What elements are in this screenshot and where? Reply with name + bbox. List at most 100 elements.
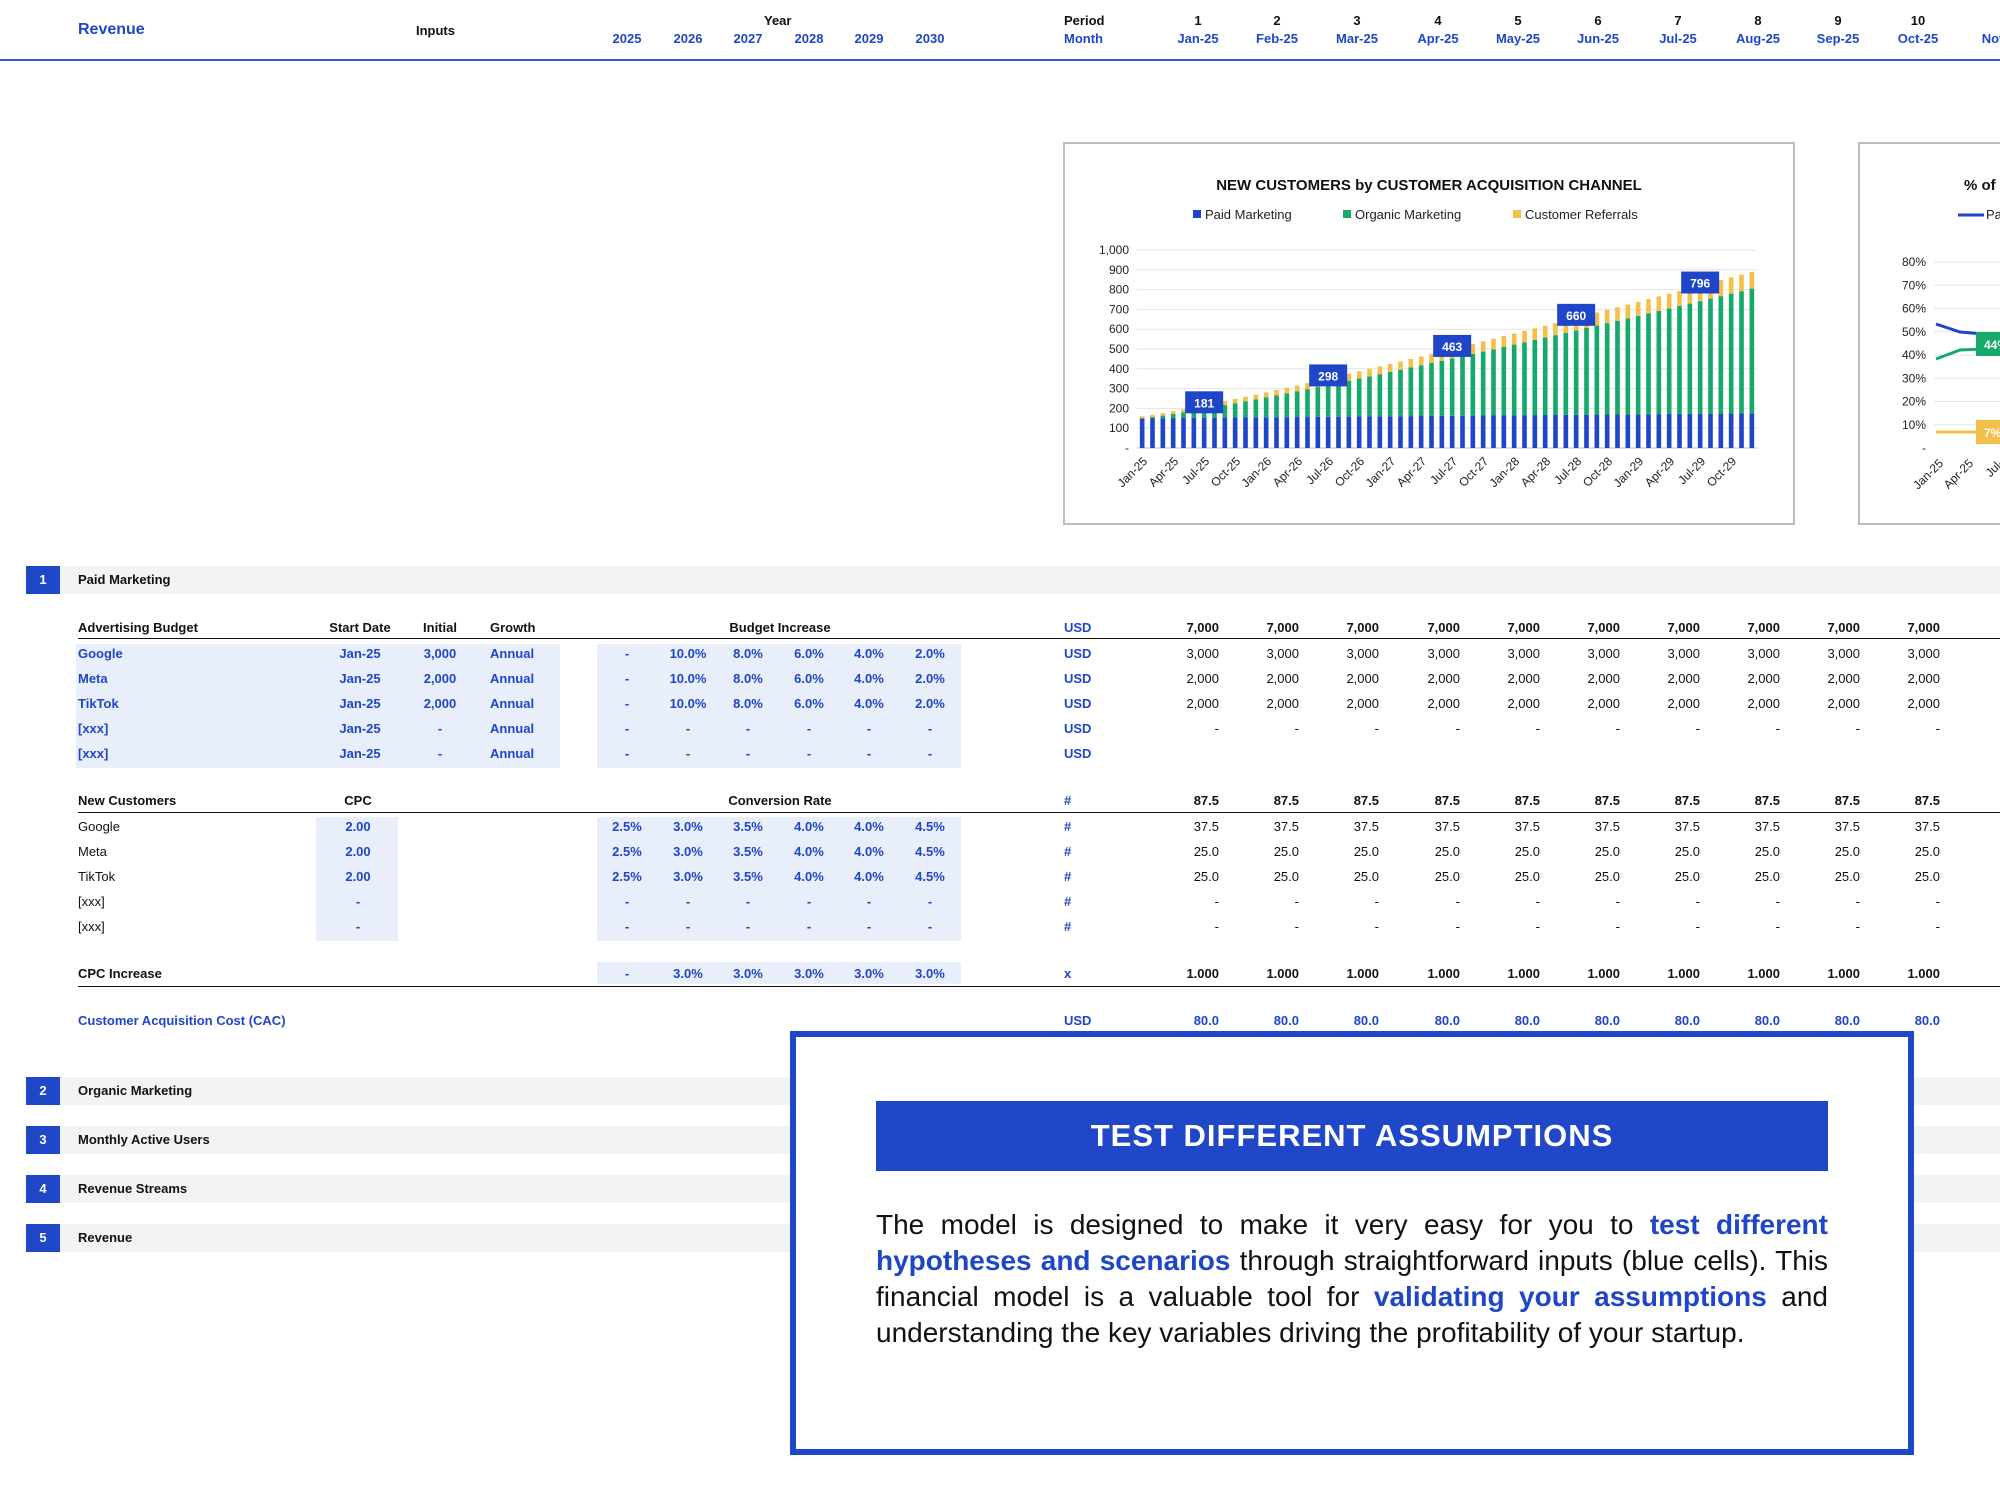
budget-increase-input[interactable]: - bbox=[806, 746, 812, 761]
budget-increase-input[interactable]: 4.0% bbox=[854, 696, 884, 711]
start-date-input[interactable]: Jan-25 bbox=[339, 721, 381, 736]
budget-increase-input[interactable]: 8.0% bbox=[733, 646, 763, 661]
conversion-rate-input[interactable]: 3.0% bbox=[673, 869, 703, 884]
conversion-rate-input[interactable]: 4.5% bbox=[915, 844, 945, 859]
conversion-rate-input[interactable]: 4.0% bbox=[794, 844, 824, 859]
conversion-rate-input[interactable]: 4.0% bbox=[794, 869, 824, 884]
cpc-input[interactable]: 2.00 bbox=[345, 869, 371, 884]
new-customers-chart[interactable]: NEW CUSTOMERS by CUSTOMER ACQUISITION CH… bbox=[1063, 142, 1795, 525]
start-date-input[interactable]: Jan-25 bbox=[339, 696, 381, 711]
conversion-rate-input[interactable]: 2.5% bbox=[612, 844, 642, 859]
growth-input[interactable]: Annual bbox=[490, 671, 535, 686]
conversion-rate-input[interactable]: 2.5% bbox=[612, 819, 642, 834]
conversion-rate-input[interactable]: 3.5% bbox=[733, 844, 763, 859]
start-date-input[interactable]: Jan-25 bbox=[339, 671, 381, 686]
conversion-rate-input[interactable]: 3.0% bbox=[673, 844, 703, 859]
budget-increase-input[interactable]: 4.0% bbox=[854, 646, 884, 661]
budget-increase-input[interactable]: 6.0% bbox=[794, 696, 824, 711]
cpc-increase-input[interactable]: 3.0% bbox=[915, 966, 945, 981]
conversion-rate-input[interactable]: 2.5% bbox=[612, 869, 642, 884]
cpc-input[interactable]: 2.00 bbox=[345, 819, 371, 834]
conversion-rate-input[interactable]: - bbox=[745, 894, 751, 909]
conversion-rate-input[interactable]: - bbox=[866, 919, 872, 934]
conversion-rate-input[interactable]: 4.5% bbox=[915, 819, 945, 834]
budget-increase-input[interactable]: 8.0% bbox=[733, 696, 763, 711]
budget-increase-input[interactable]: - bbox=[745, 721, 751, 736]
budget-increase-input[interactable]: - bbox=[806, 721, 812, 736]
cpc-input[interactable]: 2.00 bbox=[345, 844, 371, 859]
conversion-rate-input[interactable]: - bbox=[927, 919, 933, 934]
budget-increase-input[interactable]: - bbox=[866, 721, 872, 736]
conversion-rate-input[interactable]: - bbox=[624, 919, 630, 934]
budget-increase-input[interactable]: - bbox=[685, 746, 691, 761]
initial-budget-input[interactable]: - bbox=[437, 746, 443, 761]
conversion-rate-input[interactable]: - bbox=[806, 894, 812, 909]
conversion-rate-input[interactable]: 3.5% bbox=[733, 869, 763, 884]
initial-budget-input[interactable]: 3,000 bbox=[423, 646, 457, 661]
budget-increase-input[interactable]: 10.0% bbox=[669, 646, 707, 661]
cpc-input[interactable]: - bbox=[355, 919, 361, 934]
conversion-rate-input[interactable]: - bbox=[624, 894, 630, 909]
ad-channel-name[interactable]: [xxx] bbox=[78, 746, 109, 761]
start-date-input[interactable]: Jan-25 bbox=[339, 746, 381, 761]
cpc-increase-input[interactable]: 3.0% bbox=[794, 966, 824, 981]
conversion-rate-input[interactable]: - bbox=[927, 894, 933, 909]
conversion-rate-input[interactable]: 4.0% bbox=[854, 844, 884, 859]
budget-increase-input[interactable]: 6.0% bbox=[794, 646, 824, 661]
growth-input[interactable]: Annual bbox=[490, 646, 535, 661]
cpc-increase-input[interactable]: 3.0% bbox=[733, 966, 763, 981]
conversion-rate-input[interactable]: 4.0% bbox=[854, 819, 884, 834]
conversion-rate-input[interactable]: - bbox=[806, 919, 812, 934]
ad-channel-name[interactable]: Google bbox=[78, 646, 123, 661]
growth-input[interactable]: Annual bbox=[490, 721, 535, 736]
budget-increase-input[interactable]: 10.0% bbox=[669, 671, 707, 686]
section-number-1[interactable]: 1 bbox=[26, 566, 60, 594]
bar-paid-marketing bbox=[1522, 415, 1527, 448]
conversion-rate-input[interactable]: - bbox=[685, 919, 691, 934]
budget-increase-input[interactable]: - bbox=[624, 671, 630, 686]
section-number-3[interactable]: 3 bbox=[26, 1126, 60, 1154]
growth-input[interactable]: Annual bbox=[490, 746, 535, 761]
conversion-rate-input[interactable]: - bbox=[745, 919, 751, 934]
conversion-rate-input[interactable]: 3.0% bbox=[673, 819, 703, 834]
budget-increase-input[interactable]: - bbox=[685, 721, 691, 736]
section-number-4[interactable]: 4 bbox=[26, 1175, 60, 1203]
conversion-rate-input[interactable]: - bbox=[866, 894, 872, 909]
budget-increase-input[interactable]: 4.0% bbox=[854, 671, 884, 686]
budget-increase-input[interactable]: - bbox=[624, 646, 630, 661]
section-number-2[interactable]: 2 bbox=[26, 1077, 60, 1105]
budget-increase-input[interactable]: - bbox=[624, 721, 630, 736]
cpc-increase-input[interactable]: 3.0% bbox=[673, 966, 703, 981]
cpc-input[interactable]: - bbox=[355, 894, 361, 909]
conversion-rate-input[interactable]: 3.5% bbox=[733, 819, 763, 834]
budget-increase-input[interactable]: 2.0% bbox=[915, 646, 945, 661]
ad-channel-name[interactable]: [xxx] bbox=[78, 721, 109, 736]
initial-budget-input[interactable]: 2,000 bbox=[423, 671, 457, 686]
channel-share-chart[interactable]: % of Pa - 10% 20% 30% 40% 50% 60% 70% 80% 44% 7% Jan-… bbox=[1858, 142, 2000, 525]
conversion-rate-input[interactable]: 4.0% bbox=[794, 819, 824, 834]
conversion-rate-input[interactable]: 4.5% bbox=[915, 869, 945, 884]
growth-input[interactable]: Annual bbox=[490, 696, 535, 711]
budget-increase-input[interactable]: 10.0% bbox=[669, 696, 707, 711]
budget-increase-input[interactable]: 6.0% bbox=[794, 671, 824, 686]
budget-increase-input[interactable]: 2.0% bbox=[915, 671, 945, 686]
budget-increase-input[interactable]: 2.0% bbox=[915, 696, 945, 711]
section-bar-paid-marketing[interactable] bbox=[26, 566, 2000, 594]
initial-budget-input[interactable]: - bbox=[437, 721, 443, 736]
conversion-rate-input[interactable]: - bbox=[685, 894, 691, 909]
budget-increase-input[interactable]: - bbox=[927, 746, 933, 761]
cpc-increase-input[interactable]: - bbox=[624, 966, 630, 981]
cpc-increase-input[interactable]: 3.0% bbox=[854, 966, 884, 981]
budget-increase-input[interactable]: - bbox=[624, 696, 630, 711]
budget-increase-input[interactable]: - bbox=[624, 746, 630, 761]
ad-channel-name[interactable]: Meta bbox=[78, 671, 108, 686]
initial-budget-input[interactable]: 2,000 bbox=[423, 696, 457, 711]
ad-channel-name[interactable]: TikTok bbox=[78, 696, 119, 711]
start-date-input[interactable]: Jan-25 bbox=[339, 646, 381, 661]
budget-increase-input[interactable]: - bbox=[745, 746, 751, 761]
budget-increase-input[interactable]: 8.0% bbox=[733, 671, 763, 686]
section-number-5[interactable]: 5 bbox=[26, 1224, 60, 1252]
conversion-rate-input[interactable]: 4.0% bbox=[854, 869, 884, 884]
budget-increase-input[interactable]: - bbox=[866, 746, 872, 761]
budget-increase-input[interactable]: - bbox=[927, 721, 933, 736]
